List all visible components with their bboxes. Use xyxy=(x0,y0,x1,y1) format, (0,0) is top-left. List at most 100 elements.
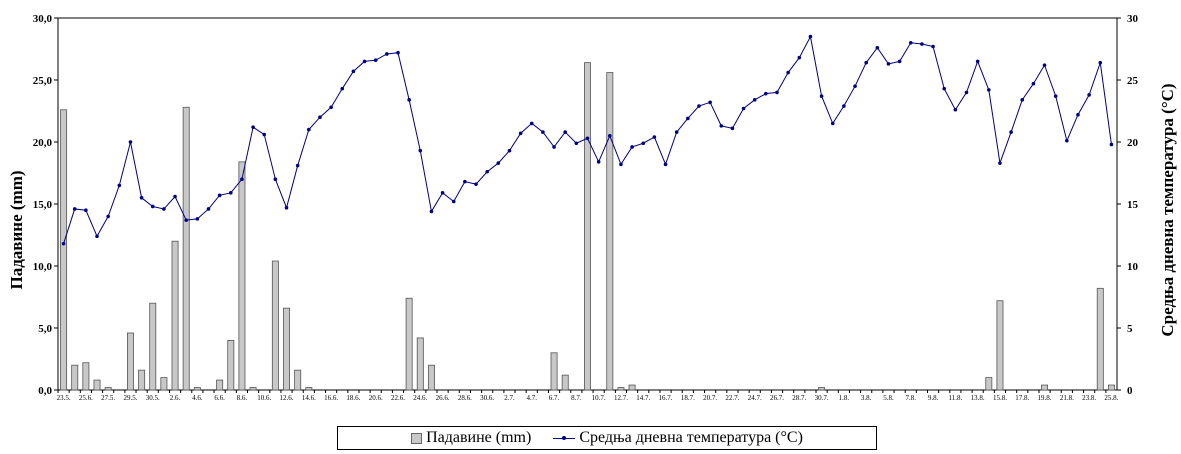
temperature-point xyxy=(674,130,679,134)
x-tick-label: 4.6. xyxy=(192,394,203,402)
temperature-point xyxy=(797,55,802,60)
left-tick-label: 10,0 xyxy=(33,261,53,273)
temperature-point xyxy=(385,52,389,56)
x-tick-label: 12.6. xyxy=(280,394,294,402)
temperature-point xyxy=(396,50,400,55)
right-tick-label: 20 xyxy=(1127,137,1139,149)
temperature-point xyxy=(485,169,489,174)
precipitation-bar xyxy=(996,300,1004,391)
right-tick-label: 10 xyxy=(1127,261,1139,273)
legend-label-precipitation: Падавине (mm) xyxy=(426,429,532,446)
precipitation-bar xyxy=(550,352,558,391)
left-axis-ticks: 0,0 5,0 10,0 15,0 20,0 25,0 30,0 xyxy=(33,13,58,397)
precipitation-bar xyxy=(561,374,569,391)
right-tick-label: 5 xyxy=(1127,323,1133,335)
temperature-point xyxy=(931,44,935,49)
x-tick-label: 9.8. xyxy=(928,394,939,402)
x-tick-label: 25.6. xyxy=(79,394,93,402)
precipitation-bar xyxy=(416,337,424,391)
temperature-point xyxy=(340,86,345,91)
temperature-point xyxy=(1076,112,1080,117)
temperature-point xyxy=(451,199,456,204)
precipitation-bar xyxy=(182,106,190,391)
x-tick-label: 6.7. xyxy=(549,394,560,402)
x-tick-label: 21.8. xyxy=(1060,394,1074,402)
x-tick-label: 28.7. xyxy=(792,394,806,402)
right-axis-ticks: 0 5 10 15 20 25 30 xyxy=(1117,13,1139,397)
legend-label-temperature: Средња дневна температура (°C) xyxy=(579,429,803,446)
temperature-point xyxy=(295,163,300,168)
left-tick-label: 20,0 xyxy=(33,137,53,149)
precipitation-bar xyxy=(60,109,68,391)
temperature-point xyxy=(830,121,835,126)
temperature-point xyxy=(786,70,790,75)
precipitation-bar xyxy=(606,72,614,391)
precipitation-bar xyxy=(628,384,636,391)
temperature-point xyxy=(106,214,110,219)
temperature-point xyxy=(864,60,868,65)
x-tick-label: 23.5. xyxy=(57,394,71,402)
precipitation-bar xyxy=(1107,384,1115,391)
temperature-point xyxy=(819,94,824,98)
precipitation-bar xyxy=(427,364,435,391)
temperature-point xyxy=(686,116,690,121)
temperature-point xyxy=(1098,60,1103,65)
x-tick-label: 3.8. xyxy=(861,394,872,402)
x-tick-label: 24.7. xyxy=(748,394,762,402)
temperature-point xyxy=(240,177,244,181)
left-tick-label: 5,0 xyxy=(38,323,52,335)
temperature-point xyxy=(251,125,255,129)
temperature-point xyxy=(875,45,880,50)
temperature-point xyxy=(541,130,545,134)
temperature-point xyxy=(708,100,712,105)
x-tick-label: 16.6. xyxy=(324,394,338,402)
temperature-point xyxy=(1042,63,1047,67)
precipitation-bar xyxy=(193,387,201,391)
temperature-point xyxy=(596,160,601,164)
temperature-point xyxy=(842,104,846,108)
line-marker-icon xyxy=(553,433,576,443)
temperature-point xyxy=(72,207,77,211)
temperature-point xyxy=(998,161,1002,165)
legend-item-precipitation: Падавине (mm) xyxy=(411,429,531,447)
temperature-point xyxy=(329,105,333,110)
right-tick-label: 30 xyxy=(1127,13,1139,25)
x-tick-label: 11.8. xyxy=(948,394,962,402)
right-tick-label: 15 xyxy=(1127,199,1139,211)
x-tick-label: 26.6. xyxy=(436,394,450,402)
temperature-point xyxy=(730,126,735,131)
legend-item-temperature: Средња дневна температура (°C) xyxy=(553,429,803,447)
temperature-point xyxy=(808,34,813,39)
temperature-point xyxy=(307,127,311,132)
temperature-point xyxy=(975,59,980,64)
temperature-point xyxy=(217,193,222,198)
temperature-point xyxy=(908,41,913,45)
x-tick-label: 17.8. xyxy=(1015,394,1029,402)
precipitation-bar xyxy=(818,387,826,391)
precipitation-bar xyxy=(283,307,290,391)
temperature-point xyxy=(195,217,200,221)
x-tick-label: 14.7. xyxy=(636,394,650,402)
precipitation-bar xyxy=(138,369,146,391)
x-tick-label: 19.8. xyxy=(1038,394,1052,402)
x-tick-label: 22.6. xyxy=(391,394,405,402)
temperature-point xyxy=(920,42,924,46)
temperature-point xyxy=(351,69,356,74)
precipitation-bar xyxy=(216,379,224,391)
temperature-point xyxy=(84,208,88,212)
x-tick-label: 1.8. xyxy=(839,394,850,402)
temperature-point xyxy=(162,207,166,211)
left-tick-label: 30,0 xyxy=(33,13,53,25)
x-tick-label: 2.7. xyxy=(504,394,515,402)
precipitation-bar xyxy=(227,339,235,391)
temperature-point xyxy=(373,58,378,62)
x-tick-label: 5.8. xyxy=(883,394,894,402)
precipitation-bar xyxy=(160,377,168,391)
x-tick-label: 16.7. xyxy=(659,394,673,402)
left-tick-label: 25,0 xyxy=(33,75,53,87)
temperature-point xyxy=(607,134,612,138)
temperature-point xyxy=(630,145,634,149)
temperature-point xyxy=(897,59,902,64)
x-tick-label: 27.5. xyxy=(101,394,115,402)
precipitation-bar xyxy=(104,387,112,391)
